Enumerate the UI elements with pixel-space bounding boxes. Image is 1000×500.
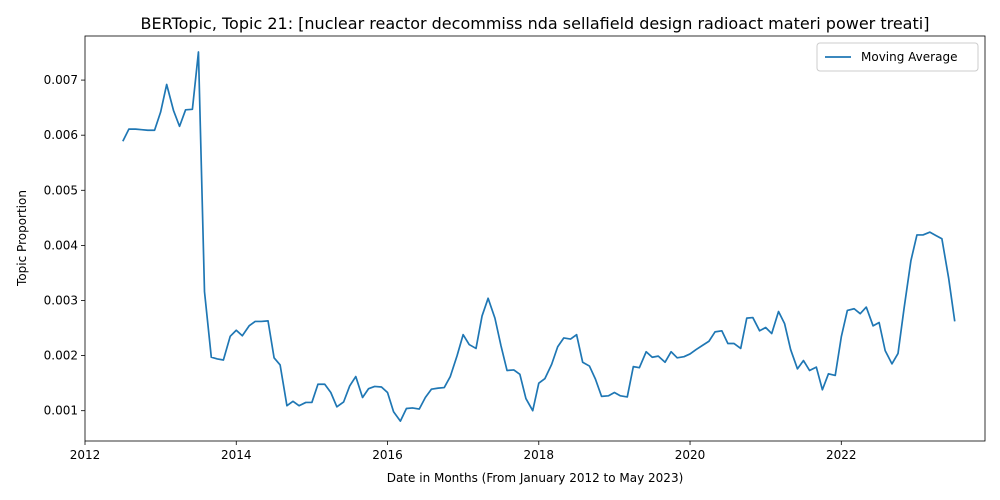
y-tick-label: 0.007	[44, 73, 78, 87]
series-line-moving-average	[122, 51, 956, 423]
x-tick-label: 2018	[524, 448, 555, 462]
y-tick-label: 0.002	[44, 349, 78, 363]
chart-title: BERTopic, Topic 21: [nuclear reactor dec…	[141, 14, 930, 33]
y-axis-label: Topic Proportion	[15, 190, 29, 287]
plot-area: 2012 2014 2016 2018 2020 2022 0.001 0.002 0.003 0…	[44, 35, 986, 462]
y-tick-label: 0.004	[44, 238, 78, 252]
y-tick-label: 0.005	[44, 183, 78, 197]
axes-frame	[84, 35, 986, 442]
x-tick-label: 2020	[675, 448, 706, 462]
legend-label: Moving Average	[861, 50, 957, 64]
x-tick-label: 2012	[70, 448, 101, 462]
y-tick-label: 0.003	[44, 293, 78, 307]
x-tick-label: 2016	[372, 448, 403, 462]
y-tick-label: 0.001	[44, 404, 78, 418]
x-axis-label: Date in Months (From January 2012 to May…	[387, 471, 684, 485]
x-tick-label: 2014	[221, 448, 252, 462]
y-tick-label: 0.006	[44, 128, 78, 142]
legend-box	[816, 42, 979, 72]
legend: Moving Average	[816, 42, 979, 72]
x-tick-label: 2022	[826, 448, 857, 462]
